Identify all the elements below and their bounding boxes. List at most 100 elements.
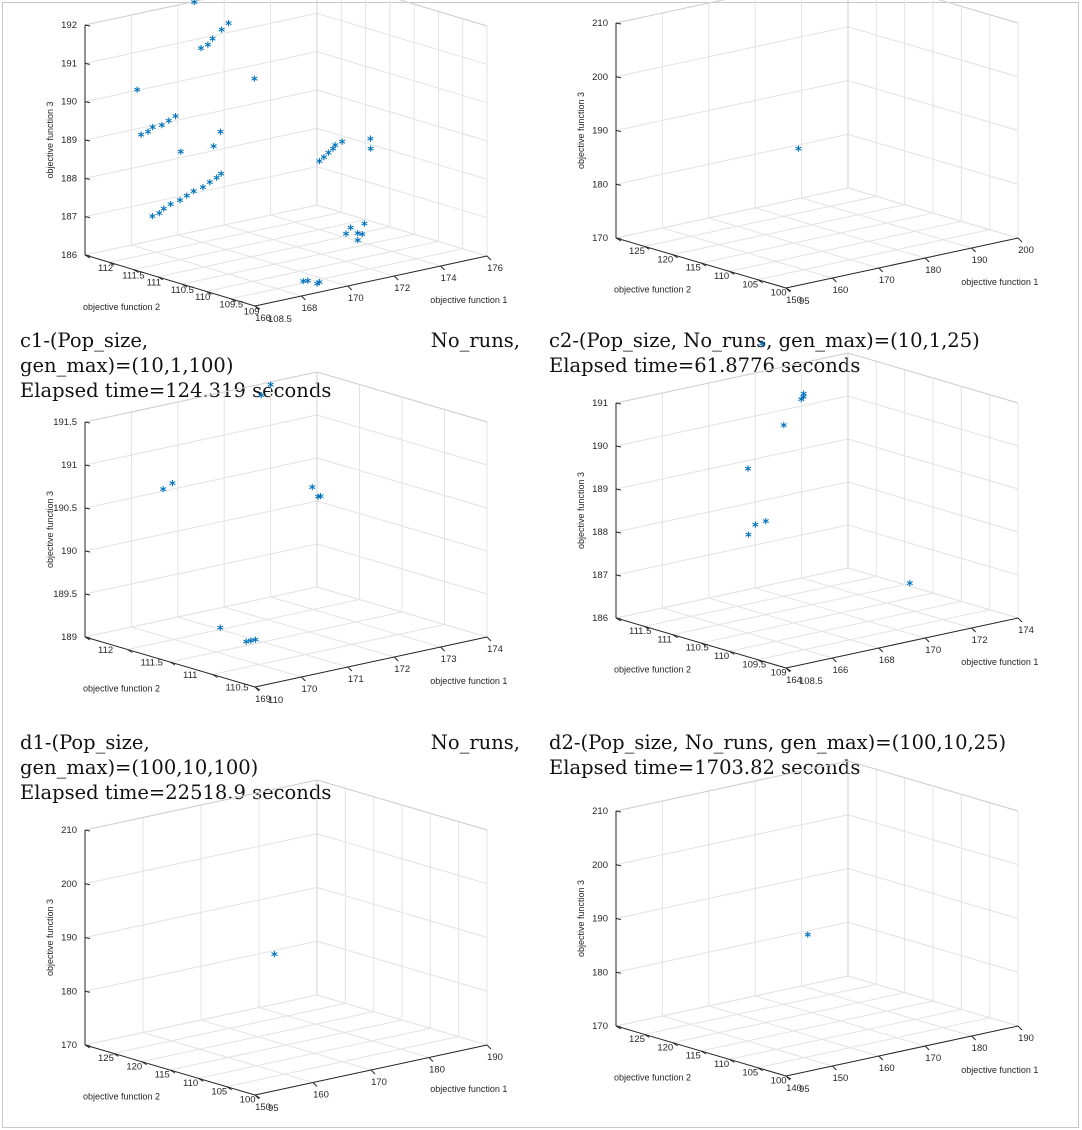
plot-panel-c1: 166 168 170 172 174 176 108.5 109 109.5 110 110.5 1… [30, 0, 530, 325]
caption-c2-line2: Elapsed time=61.8776 seconds [549, 354, 861, 377]
x-tick-label: 166 [255, 313, 271, 324]
data-point: * [167, 200, 174, 215]
floor-grid-line [644, 983, 877, 1035]
x-tick-label: 172 [972, 635, 988, 646]
z-tick [615, 488, 622, 491]
data-point: * [209, 34, 216, 49]
floor-grid-line [169, 611, 403, 663]
floor-grid-line [198, 1027, 431, 1079]
wall-grid-line [615, 80, 849, 131]
y-tick [226, 1086, 232, 1091]
z-tick-label: 190 [61, 97, 77, 108]
z-tick [615, 531, 622, 534]
z-tick [615, 76, 622, 79]
data-point: * [190, 187, 197, 202]
y-tick-label: 109.5 [219, 299, 243, 310]
y-tick [729, 650, 735, 655]
x-tick [832, 657, 837, 663]
x-tick [301, 676, 306, 682]
z-tick-label: 190 [592, 441, 608, 452]
y-tick [644, 245, 650, 250]
data-point: * [804, 931, 811, 946]
wall-grid-line [316, 994, 488, 1046]
z-tick-label: 210 [592, 18, 608, 29]
data-point: * [321, 153, 328, 168]
x-axis-line [254, 255, 488, 307]
wall-grid-line [615, 481, 849, 533]
data-point: * [354, 236, 361, 251]
y-axis-label: objective function 2 [83, 1092, 160, 1102]
data-point: * [177, 148, 184, 163]
plot-panel-e2: 140 150 160 170 180 190 95 100 105 110 115 120 125 17… [568, 760, 1058, 1098]
caption-d1-line1-left: d1-(Pop_size, [20, 731, 150, 754]
x-tick [924, 1045, 930, 1051]
data-point: * [172, 112, 179, 127]
x-tick [1017, 237, 1023, 243]
wall-grid-line [316, 500, 488, 552]
z-axis-label: objective function 3 [576, 92, 586, 169]
y-tick [700, 262, 707, 267]
y-tick [254, 1094, 261, 1099]
z-tick-label: 187 [61, 212, 77, 223]
y-tick [785, 287, 792, 292]
x-tick-label: 150 [786, 295, 802, 306]
y-tick-label: 110.5 [226, 683, 249, 694]
floor-grid-line [177, 234, 348, 287]
x-tick [924, 257, 930, 263]
z-tick [84, 636, 91, 639]
y-tick [169, 661, 176, 666]
z-tick-label: 187 [592, 570, 608, 581]
z-tick [84, 101, 91, 104]
y-tick-label: 100 [240, 1095, 256, 1106]
z-tick [615, 1025, 622, 1028]
y-tick-label: 110 [268, 695, 283, 706]
caption-c1-line3: Elapsed time=124.319 seconds [20, 379, 332, 402]
x-axis-line [785, 237, 1019, 289]
wall-grid-line [84, 994, 318, 1046]
z-tick-label: 170 [592, 233, 608, 244]
z-tick [84, 24, 91, 27]
wall-grid-line [847, 921, 1019, 973]
z-tick [84, 937, 91, 939]
data-point: * [330, 145, 337, 160]
floor-grid-line [644, 575, 877, 627]
z-tick-label: 200 [592, 860, 608, 871]
x-tick [832, 277, 837, 283]
y-tick-label: 109.5 [742, 659, 766, 670]
y-tick-label: 110 [183, 1078, 198, 1089]
x-tick-label: 200 [1018, 245, 1034, 256]
z-tick [615, 237, 622, 240]
z-tick-label: 200 [592, 72, 608, 83]
y-tick [700, 642, 707, 647]
data-point: * [213, 174, 220, 189]
z-tick-label: 189 [592, 484, 608, 495]
y-tick [785, 1075, 792, 1080]
x-tick-label: 166 [832, 665, 848, 676]
x-tick-label: 170 [879, 275, 895, 286]
z-tick [615, 183, 622, 186]
floor-grid-line [113, 1002, 346, 1054]
plot-panel-d1: 169 170 171 172 173 174 110 110.5 111 111.5 112 189… [30, 371, 530, 710]
y-tick [785, 667, 792, 672]
floor-grid-line [169, 1019, 403, 1071]
x-tick [878, 647, 884, 653]
y-tick-label: 112 [98, 263, 113, 274]
y-tick-label: 115 [686, 1051, 701, 1062]
y-tick [230, 298, 236, 303]
floor-grid-line [109, 211, 342, 263]
y-tick-label: 125 [629, 246, 645, 257]
data-point: * [160, 205, 167, 220]
z-tick-label: 189 [61, 632, 77, 643]
y-tick [672, 254, 678, 259]
y-tick-label: 110.5 [686, 643, 709, 654]
z-tick-label: 189 [61, 135, 77, 146]
wall-grid-line [84, 414, 318, 466]
plot-panel-e1: 150 160 170 180 190 95 100 105 110 115 120 125 170 18… [30, 779, 530, 1120]
box-edge [938, 0, 1019, 24]
caption-d1-line1-right: No_runs, [430, 731, 520, 754]
y-axis-label: objective function 2 [83, 302, 160, 312]
scatter3d-plot-d2: 164 166 168 170 172 174 108.5 109 109.5 110 110.5 1… [576, 340, 1038, 687]
data-point: * [752, 520, 759, 535]
floor-grid-line [230, 248, 463, 300]
